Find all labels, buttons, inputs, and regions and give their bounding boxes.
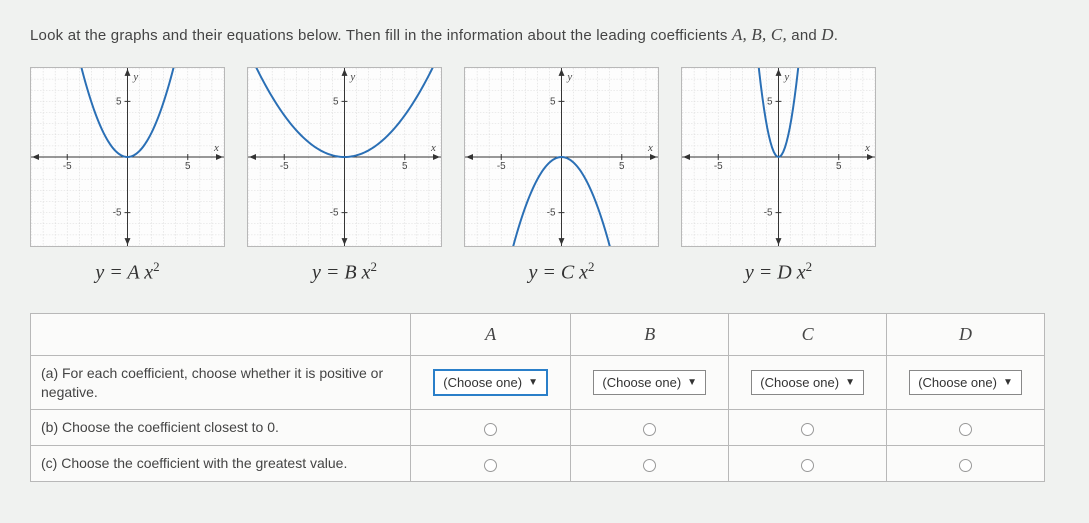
svg-text:5: 5 xyxy=(550,96,556,107)
radio-c-a[interactable] xyxy=(484,459,497,472)
eq-c-sup: 2 xyxy=(588,259,595,274)
svg-text:-5: -5 xyxy=(113,208,122,219)
svg-text:x: x xyxy=(213,142,219,154)
radio-b-a[interactable] xyxy=(484,423,497,436)
dropdown-d[interactable]: (Choose one) ▼ xyxy=(909,370,1022,395)
svg-text:5: 5 xyxy=(767,96,773,107)
svg-text:-5: -5 xyxy=(497,161,506,172)
equation-c: y = C x2 xyxy=(528,259,594,285)
svg-text:x: x xyxy=(430,142,436,154)
eq-b-pre: y = B x xyxy=(312,262,370,284)
table-row-b: (b) Choose the coefficient closest to 0. xyxy=(31,410,1045,446)
radio-c-c[interactable] xyxy=(801,459,814,472)
graph-col-d: 5 -5 5 -5 x y y = D x2 xyxy=(681,67,876,285)
svg-text:-5: -5 xyxy=(714,161,723,172)
dropdown-a[interactable]: (Choose one) ▼ xyxy=(433,369,548,396)
graph-a: 5 -5 5 -5 x y xyxy=(30,67,225,247)
svg-text:y: y xyxy=(349,71,355,83)
eq-d-pre: y = D x xyxy=(745,262,806,284)
graphs-row: 5-55-5xy y = A x2 5-55-5xy y = B x2 5-55… xyxy=(30,67,1059,285)
table-header-blank xyxy=(31,313,411,355)
graph-d: 5 -5 5 -5 x y xyxy=(681,67,876,247)
graph-b: 5 -5 5 -5 x y xyxy=(247,67,442,247)
prompt-pre: Look at the graphs and their equations b… xyxy=(30,27,732,44)
row-b-label: (b) Choose the coefficient closest to 0. xyxy=(31,410,411,446)
table-header-b: B xyxy=(571,313,729,355)
prompt-and: and xyxy=(787,27,821,44)
chevron-down-icon: ▼ xyxy=(687,377,697,388)
eq-c-pre: y = C x xyxy=(528,262,588,284)
eq-d-sup: 2 xyxy=(806,259,813,274)
chevron-down-icon: ▼ xyxy=(528,377,538,388)
svg-text:5: 5 xyxy=(836,161,842,172)
svg-text:5: 5 xyxy=(333,96,339,107)
question-prompt: Look at the graphs and their equations b… xyxy=(30,25,1059,45)
equation-b: y = B x2 xyxy=(312,259,377,285)
dropdown-b[interactable]: (Choose one) ▼ xyxy=(593,370,706,395)
dropdown-c[interactable]: (Choose one) ▼ xyxy=(751,370,864,395)
dropdown-d-label: (Choose one) xyxy=(918,375,997,390)
chevron-down-icon: ▼ xyxy=(845,377,855,388)
eq-a-sup: 2 xyxy=(153,259,160,274)
svg-text:x: x xyxy=(864,142,870,154)
chevron-down-icon: ▼ xyxy=(1003,377,1013,388)
svg-text:5: 5 xyxy=(185,161,191,172)
svg-text:-5: -5 xyxy=(280,161,289,172)
svg-text:y: y xyxy=(783,71,789,83)
table-header-c: C xyxy=(729,313,887,355)
table-row-a: (a) For each coefficient, choose whether… xyxy=(31,355,1045,410)
svg-text:y: y xyxy=(566,71,572,83)
svg-text:-5: -5 xyxy=(547,208,556,219)
eq-b-sup: 2 xyxy=(370,259,377,274)
table-header-d: D xyxy=(887,313,1045,355)
graph-c: 5 -5 5 -5 x y xyxy=(464,67,659,247)
answer-table: A B C D (a) For each coefficient, choose… xyxy=(30,313,1045,483)
prompt-post: . xyxy=(834,27,838,44)
graph-col-b: 5 -5 5 -5 x y y = B x2 xyxy=(247,67,442,285)
svg-text:5: 5 xyxy=(116,96,122,107)
radio-c-b[interactable] xyxy=(643,459,656,472)
prompt-lastvar: D xyxy=(821,25,833,44)
svg-text:x: x xyxy=(647,142,653,154)
svg-text:y: y xyxy=(132,71,138,83)
row-c-label: (c) Choose the coefficient with the grea… xyxy=(31,446,411,482)
dropdown-c-label: (Choose one) xyxy=(760,375,839,390)
radio-b-c[interactable] xyxy=(801,423,814,436)
radio-b-d[interactable] xyxy=(959,423,972,436)
row-a-label: (a) For each coefficient, choose whether… xyxy=(31,355,411,410)
table-header-a: A xyxy=(411,313,571,355)
dropdown-b-label: (Choose one) xyxy=(602,375,681,390)
svg-text:5: 5 xyxy=(402,161,408,172)
svg-text:5: 5 xyxy=(619,161,625,172)
equation-d: y = D x2 xyxy=(745,259,812,285)
dropdown-a-label: (Choose one) xyxy=(443,375,522,390)
prompt-vars: A, B, C, xyxy=(732,25,787,44)
svg-text:-5: -5 xyxy=(764,208,773,219)
svg-text:-5: -5 xyxy=(330,208,339,219)
graph-col-a: 5 -5 5 -5 x y y = A x2 xyxy=(30,67,225,285)
eq-a-pre: y = A x xyxy=(95,262,153,284)
graph-col-c: 5 -5 5 -5 x y y = C x2 xyxy=(464,67,659,285)
svg-text:-5: -5 xyxy=(63,161,72,172)
equation-a: y = A x2 xyxy=(95,259,159,285)
table-row-c: (c) Choose the coefficient with the grea… xyxy=(31,446,1045,482)
radio-c-d[interactable] xyxy=(959,459,972,472)
table-header-row: A B C D xyxy=(31,313,1045,355)
radio-b-b[interactable] xyxy=(643,423,656,436)
